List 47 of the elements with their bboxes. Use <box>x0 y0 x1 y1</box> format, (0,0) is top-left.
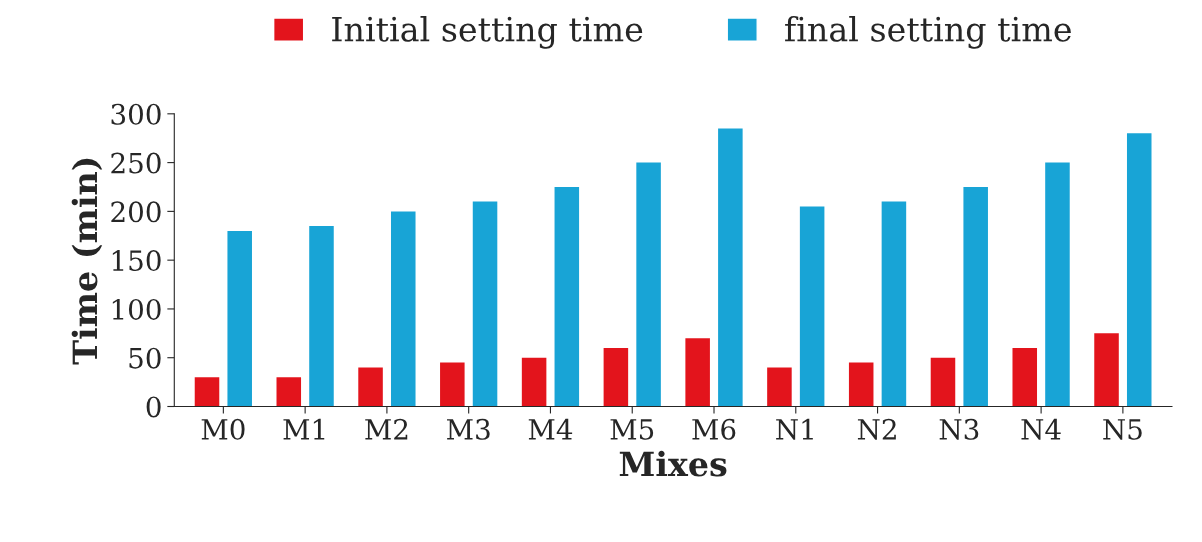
x-tick-label: M4 <box>528 418 573 440</box>
bar <box>848 362 874 407</box>
x-axis-title: Mixes <box>619 450 727 477</box>
y-tick-label: 100 <box>112 298 161 320</box>
x-tick-label: N5 <box>1103 419 1142 440</box>
bar <box>767 367 792 407</box>
x-tick-label: M6 <box>692 418 736 440</box>
bar <box>309 226 334 407</box>
x-tick-label: N1 <box>776 418 813 440</box>
bar <box>194 377 220 407</box>
x-tick-label: M2 <box>365 418 408 440</box>
x-tick-label: N3 <box>939 418 979 440</box>
bar <box>636 162 661 407</box>
y-tick-label: 250 <box>111 152 161 174</box>
bar <box>554 186 580 407</box>
bar <box>718 128 743 407</box>
y-axis-title: Time (min) <box>71 158 103 365</box>
bar <box>1012 347 1038 407</box>
bar <box>1094 333 1119 407</box>
legend-label: final setting time <box>785 15 1071 49</box>
bar <box>227 230 252 407</box>
bar <box>799 206 825 407</box>
y-tick-label: 150 <box>112 250 161 272</box>
bar <box>472 201 498 407</box>
bar <box>881 201 907 407</box>
x-tick-label: N4 <box>1021 418 1061 440</box>
bar <box>521 357 547 407</box>
x-tick-label: M0 <box>201 418 245 440</box>
bar <box>963 186 988 407</box>
x-tick-label: N2 <box>857 418 896 440</box>
bar <box>390 211 416 407</box>
y-tick-label: 300 <box>111 103 161 125</box>
bar <box>603 347 629 407</box>
y-tick-label: 200 <box>111 201 161 223</box>
bar <box>930 357 956 407</box>
bar <box>1126 133 1152 407</box>
bar <box>1045 162 1070 407</box>
bar <box>440 362 465 407</box>
bar <box>358 367 383 407</box>
x-tick-label: M5 <box>610 419 654 440</box>
bar <box>685 338 710 407</box>
y-tick-label: 50 <box>129 347 161 369</box>
x-tick-label: M1 <box>283 418 325 440</box>
x-tick-label: M3 <box>447 418 490 440</box>
bar <box>276 377 302 407</box>
y-tick-label: 0 <box>146 396 161 418</box>
legend-label: Initial setting time <box>332 15 643 49</box>
